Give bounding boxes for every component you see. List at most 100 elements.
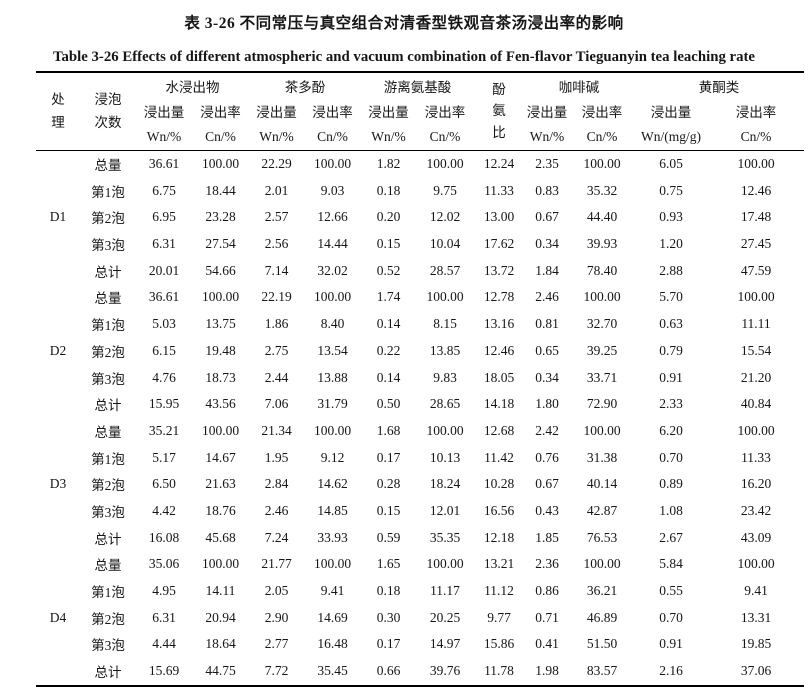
value-cell: 0.15 (376, 502, 401, 518)
value-cell: 0.66 (376, 663, 401, 679)
value-cell: 4.76 (152, 369, 176, 385)
value-cell: 10.28 (483, 476, 515, 492)
value-cell: 31.38 (586, 449, 618, 465)
value-cell: 9.75 (433, 182, 457, 198)
value-cell: 12.24 (483, 155, 515, 171)
steep-label-cell: 总量 (94, 291, 122, 307)
value-cell: 13.85 (429, 342, 461, 358)
value-cell: 16.20 (740, 476, 772, 492)
table-row: 第3泡 4.44 18.64 2.77 16.48 0.17 14.97 15.86 0.41 5… (36, 631, 804, 658)
value-cell: 11.12 (484, 583, 514, 599)
value-cell: 15.69 (148, 663, 180, 679)
value-cell: 4.44 (152, 636, 176, 652)
value-cell: 18.64 (205, 636, 236, 652)
value-cell: 0.75 (659, 182, 683, 198)
value-cell: 100.00 (201, 556, 240, 572)
value-cell: 11.78 (484, 663, 514, 679)
table-row: 第3泡 4.42 18.76 2.46 14.85 0.15 12.01 16.56 0.43 4… (36, 498, 804, 525)
value-cell: 6.20 (659, 422, 683, 438)
value-cell: 2.77 (264, 636, 289, 652)
value-cell: 32.02 (317, 262, 348, 278)
value-cell: 0.70 (659, 609, 683, 625)
value-cell: 0.76 (535, 449, 559, 465)
value-cell: 23.28 (205, 209, 236, 225)
steep-label-cell: 第3泡 (91, 238, 125, 254)
value-cell: 100.00 (583, 155, 621, 171)
value-cell: 10.13 (429, 449, 461, 465)
value-cell: 0.65 (535, 342, 559, 358)
value-cell: 27.54 (205, 236, 236, 252)
steep-label-cell: 第1泡 (91, 451, 125, 467)
value-cell: 0.91 (659, 369, 683, 385)
value-cell: 100.00 (583, 556, 621, 572)
value-cell: 14.85 (317, 502, 348, 518)
table-row: 第1泡 5.17 14.67 1.95 9.12 0.17 10.13 11.42 0.76 31… (36, 444, 804, 471)
value-cell: 1.85 (535, 529, 559, 545)
value-cell: 1.82 (376, 155, 401, 171)
value-cell: 22.29 (261, 155, 292, 171)
value-cell: 2.33 (659, 396, 683, 412)
steep-label-cell: 第1泡 (91, 184, 125, 200)
treatment-cell (36, 364, 80, 391)
value-cell: 5.17 (152, 449, 176, 465)
value-cell: 16.08 (148, 529, 180, 545)
value-cell: 6.95 (152, 209, 176, 225)
value-cell: 23.42 (740, 502, 772, 518)
value-cell: 40.14 (586, 476, 618, 492)
value-cell: 7.14 (264, 262, 289, 278)
value-cell: 6.15 (152, 342, 176, 358)
value-cell: 0.34 (535, 236, 559, 252)
value-cell: 100.00 (583, 289, 621, 305)
value-cell: 10.04 (429, 236, 461, 252)
value-cell: 1.68 (376, 422, 401, 438)
value-cell: 17.48 (740, 209, 772, 225)
value-cell: 9.03 (320, 182, 345, 198)
value-cell: 0.91 (659, 636, 683, 652)
value-cell: 2.46 (535, 289, 559, 305)
header-phenol-amino-ratio: 酚 氨 比 (492, 81, 506, 141)
table-row: D2 第2泡 6.15 19.48 2.75 13.54 0.22 13.85 12.46 0.6… (36, 337, 804, 364)
value-cell: 9.41 (744, 583, 768, 599)
table-row: 总计 16.08 45.68 7.24 33.93 0.59 35.35 12.18 1.85 7… (36, 524, 804, 551)
value-cell: 11.11 (741, 316, 771, 332)
value-cell: 0.52 (376, 262, 401, 278)
treatment-cell (36, 257, 80, 284)
value-cell: 0.67 (535, 209, 559, 225)
value-cell: 7.24 (264, 529, 289, 545)
value-cell: 13.88 (317, 369, 348, 385)
header-group-free-amino-acids: 游离氨基酸 (383, 79, 452, 95)
leaching-rate-table: 处 理 浸泡 次数 水浸出物 茶多酚 游离氨基酸 酚 氨 比 咖啡碱 黄酮类 浸… (36, 71, 804, 687)
value-cell: 100.00 (201, 289, 240, 305)
steep-label-cell: 总计 (94, 531, 122, 547)
value-cell: 0.28 (376, 476, 401, 492)
treatment-cell: D2 (49, 342, 67, 358)
treatment-cell (36, 578, 80, 605)
value-cell: 44.75 (205, 663, 236, 679)
value-cell: 0.15 (376, 236, 401, 252)
value-cell: 100.00 (737, 422, 775, 438)
treatment-cell: D4 (49, 609, 67, 625)
value-cell: 0.22 (376, 342, 401, 358)
value-cell: 19.85 (740, 636, 772, 652)
value-cell: 13.75 (205, 316, 236, 332)
value-cell: 0.70 (659, 449, 683, 465)
header-amount-label: 浸出量 (650, 105, 692, 120)
value-cell: 8.40 (320, 316, 345, 332)
treatment-cell (36, 284, 80, 311)
value-cell: 1.20 (659, 236, 683, 252)
value-cell: 13.00 (483, 209, 515, 225)
value-cell: 100.00 (201, 155, 240, 171)
header-row-groups: 处 理 浸泡 次数 水浸出物 茶多酚 游离氨基酸 酚 氨 比 咖啡碱 黄酮类 (36, 72, 804, 141)
value-cell: 0.20 (376, 209, 401, 225)
value-cell: 1.95 (264, 449, 289, 465)
treatment-cell (36, 631, 80, 658)
treatment-cell (36, 444, 80, 471)
value-cell: 33.93 (317, 529, 348, 545)
table-body: 总量 36.61 100.00 22.29 100.00 1.82 100.00 12.24 2… (36, 150, 804, 686)
header-unit: Cn/% (205, 128, 236, 144)
steep-label-cell: 总计 (94, 398, 122, 414)
value-cell: 54.66 (205, 262, 236, 278)
treatment-cell (36, 177, 80, 204)
value-cell: 16.48 (317, 636, 348, 652)
value-cell: 43.09 (740, 529, 772, 545)
